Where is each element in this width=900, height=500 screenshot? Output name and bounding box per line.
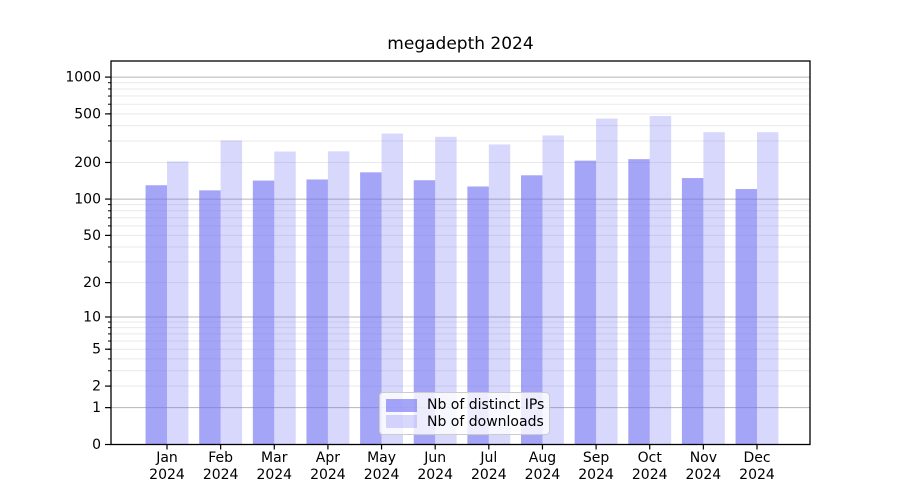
legend-swatch-distinct-ips — [386, 398, 417, 412]
y-axis-ticks — [105, 76, 111, 446]
bar — [167, 161, 189, 445]
legend-item-distinct-ips: Nb of distinct IPs — [386, 397, 545, 414]
y-tick-label: 1 — [92, 400, 101, 416]
x-tick-label: Dec 2024 — [739, 450, 775, 483]
legend-swatch-downloads — [386, 415, 417, 429]
x-tick-label: Feb 2024 — [203, 450, 239, 483]
chart-title: megadepth 2024 — [387, 34, 534, 54]
bar — [649, 116, 672, 445]
x-tick-label: Jan 2024 — [149, 450, 185, 483]
bar — [360, 172, 382, 445]
x-tick-label: Oct 2024 — [632, 450, 668, 483]
x-tick-label: Jun 2024 — [417, 450, 453, 483]
y-axis-tick-labels: 0 1 2 5 10 20 50 100 200 500 1000 — [65, 70, 101, 453]
bar — [145, 185, 167, 445]
bar — [542, 135, 564, 445]
bar — [596, 118, 618, 445]
legend-label-distinct-ips: Nb of distinct IPs — [427, 397, 545, 414]
bar — [681, 178, 704, 445]
bar — [488, 144, 511, 445]
x-tick-label: Mar 2024 — [256, 450, 292, 483]
y-tick-label: 2 — [92, 379, 101, 395]
y-tick-label: 200 — [74, 155, 101, 171]
x-tick-label: Nov 2024 — [686, 450, 722, 483]
y-tick-label: 500 — [74, 106, 101, 122]
y-tick-label: 0 — [92, 437, 101, 453]
bar — [306, 179, 328, 445]
x-axis-tick-labels: Jan 2024 Feb 2024 Mar 2024 Apr 2024 May 2024 Jun 20… — [149, 450, 775, 483]
bar — [199, 190, 221, 445]
legend-item-downloads: Nb of downloads — [386, 413, 544, 430]
bar — [252, 180, 275, 445]
bar — [521, 175, 543, 445]
bar — [274, 151, 296, 445]
y-tick-label: 5 — [92, 342, 101, 358]
bar — [756, 132, 779, 445]
y-tick-label: 50 — [83, 228, 101, 244]
bars-nb-of-downloads — [167, 116, 779, 445]
bar — [467, 186, 489, 445]
x-tick-label: May 2024 — [364, 450, 400, 483]
x-tick-label: Jul 2024 — [471, 450, 507, 483]
x-tick-label: Apr 2024 — [310, 450, 346, 483]
bar — [413, 180, 436, 445]
bar — [220, 140, 243, 445]
x-tick-label: Sep 2024 — [578, 450, 614, 483]
bars-nb-of-distinct-ips — [145, 159, 757, 445]
y-tick-label: 10 — [83, 309, 101, 325]
y-tick-label: 1000 — [65, 70, 101, 86]
x-tick-label: Aug 2024 — [525, 450, 561, 483]
plot-border — [110, 60, 811, 446]
bar — [574, 160, 597, 445]
bar — [435, 136, 457, 445]
bar — [703, 132, 725, 445]
y-tick-label: 100 — [74, 192, 101, 208]
bar — [628, 159, 650, 445]
legend-label-downloads: Nb of downloads — [427, 413, 544, 430]
bar — [735, 189, 757, 445]
y-tick-label: 20 — [83, 275, 101, 291]
bar — [327, 151, 350, 445]
x-axis-ticks — [166, 444, 758, 450]
legend: Nb of distinct IPs Nb of downloads — [379, 392, 550, 435]
bar — [381, 133, 403, 445]
